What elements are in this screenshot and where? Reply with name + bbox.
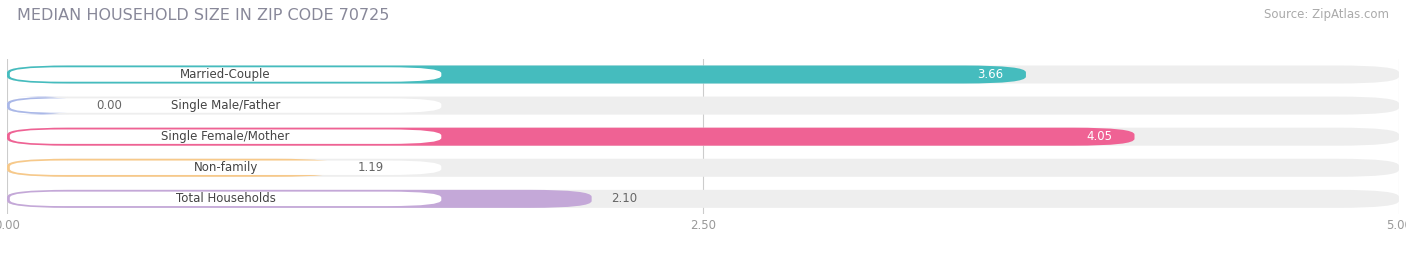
FancyBboxPatch shape: [7, 96, 1399, 115]
FancyBboxPatch shape: [7, 190, 1399, 208]
FancyBboxPatch shape: [10, 67, 441, 82]
FancyBboxPatch shape: [7, 159, 339, 177]
FancyBboxPatch shape: [7, 128, 1135, 146]
FancyBboxPatch shape: [10, 98, 441, 113]
Text: Source: ZipAtlas.com: Source: ZipAtlas.com: [1264, 8, 1389, 21]
Text: Single Female/Mother: Single Female/Mother: [162, 130, 290, 143]
FancyBboxPatch shape: [7, 65, 1026, 84]
FancyBboxPatch shape: [10, 192, 441, 206]
Text: Non-family: Non-family: [194, 161, 257, 174]
Text: Married-Couple: Married-Couple: [180, 68, 271, 81]
Text: Single Male/Father: Single Male/Father: [172, 99, 280, 112]
FancyBboxPatch shape: [7, 190, 592, 208]
Text: MEDIAN HOUSEHOLD SIZE IN ZIP CODE 70725: MEDIAN HOUSEHOLD SIZE IN ZIP CODE 70725: [17, 8, 389, 23]
Text: 2.10: 2.10: [612, 192, 637, 205]
FancyBboxPatch shape: [7, 96, 77, 115]
Text: 0.00: 0.00: [96, 99, 122, 112]
Text: 3.66: 3.66: [977, 68, 1004, 81]
FancyBboxPatch shape: [7, 65, 1399, 84]
Text: Total Households: Total Households: [176, 192, 276, 205]
FancyBboxPatch shape: [10, 129, 441, 144]
Text: 4.05: 4.05: [1087, 130, 1112, 143]
FancyBboxPatch shape: [7, 159, 1399, 177]
FancyBboxPatch shape: [7, 128, 1399, 146]
FancyBboxPatch shape: [10, 161, 441, 175]
Text: 1.19: 1.19: [357, 161, 384, 174]
